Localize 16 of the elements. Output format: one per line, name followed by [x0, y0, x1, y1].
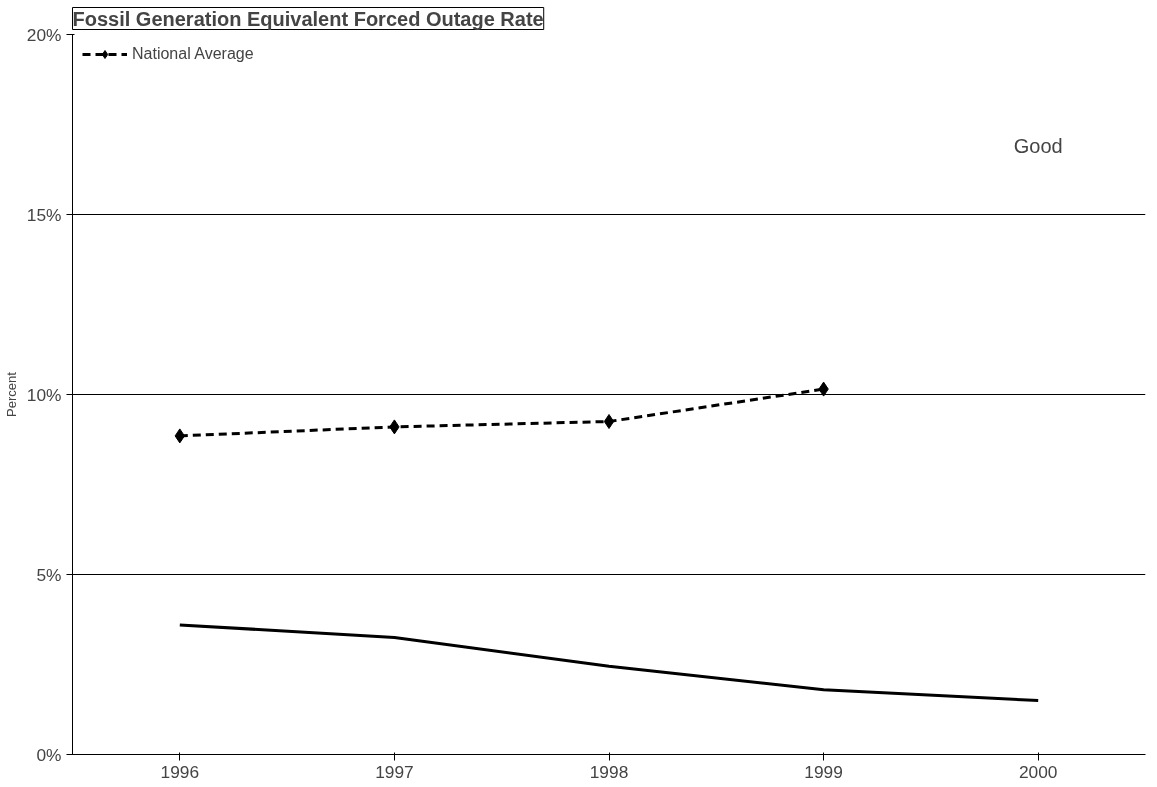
y-tick-label: 10% — [26, 384, 62, 405]
x-tick-label: 1999 — [804, 761, 843, 782]
x-tick-label: 2000 — [1018, 761, 1058, 782]
x-tick-label: 1998 — [589, 761, 629, 782]
x-tick-label: 1997 — [375, 761, 414, 782]
chart-title: Fossil Generation Equivalent Forced Outage Rate — [72, 7, 544, 30]
x-tick-label: 1996 — [160, 761, 200, 782]
legend-label: National Average — [132, 45, 254, 63]
y-tick-label: 5% — [36, 564, 62, 585]
y-tick-label: 15% — [26, 204, 62, 225]
y-axis-title: Percent — [3, 371, 19, 417]
point — [603, 414, 615, 429]
y-tick-label: 0% — [36, 744, 62, 765]
y-tick-label: 20% — [26, 24, 62, 45]
line-series — [178, 623, 1040, 702]
annotation: Good — [1013, 134, 1063, 157]
